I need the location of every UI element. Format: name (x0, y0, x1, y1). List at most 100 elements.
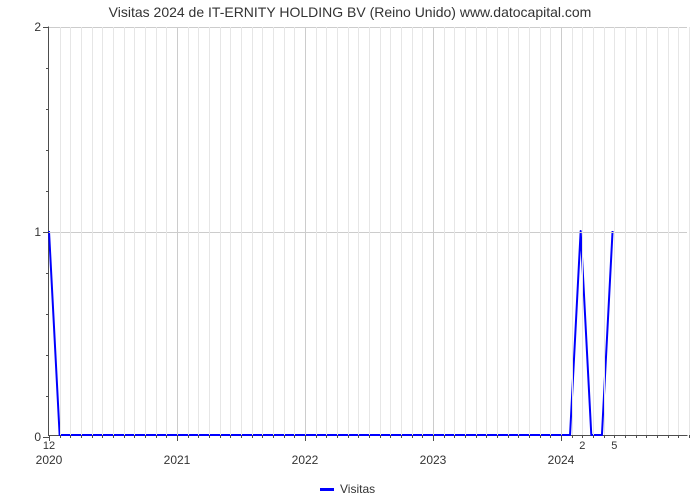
x-gridline-minor (337, 27, 338, 435)
x-gridline-minor (81, 27, 82, 435)
x-gridline-minor (412, 27, 413, 435)
x-tick-minor (294, 435, 295, 438)
x-gridline-minor (625, 27, 626, 435)
x-tick-minor (198, 435, 199, 438)
x-gridline-minor (550, 27, 551, 435)
x-gridline-minor (262, 27, 263, 435)
y-tick-minor (46, 273, 49, 274)
x-tick-minor (529, 435, 530, 438)
x-tick-minor (550, 435, 551, 438)
x-tick-minor (668, 435, 669, 438)
y-tick-minor (46, 191, 49, 192)
x-gridline-minor (689, 27, 690, 435)
x-tick-minor (518, 435, 519, 438)
x-gridline-minor (401, 27, 402, 435)
x-axis-month-label: 2 (579, 435, 585, 452)
x-gridline-minor (380, 27, 381, 435)
x-tick-minor (166, 435, 167, 438)
x-gridline-minor (294, 27, 295, 435)
x-gridline-minor (134, 27, 135, 435)
x-gridline-minor (518, 27, 519, 435)
x-tick-minor (689, 435, 690, 438)
x-gridline-minor (92, 27, 93, 435)
x-gridline-minor (102, 27, 103, 435)
x-tick-minor (70, 435, 71, 438)
x-tick-minor (124, 435, 125, 438)
x-gridline-minor (486, 27, 487, 435)
x-tick-minor (273, 435, 274, 438)
x-axis-year-label: 2021 (164, 435, 191, 467)
x-gridline-minor (657, 27, 658, 435)
x-tick-minor (209, 435, 210, 438)
y-tick-minor (46, 314, 49, 315)
x-gridline-minor (220, 27, 221, 435)
x-tick-minor (380, 435, 381, 438)
x-tick-minor (156, 435, 157, 438)
x-gridline-minor (497, 27, 498, 435)
x-gridline-minor (465, 27, 466, 435)
legend-label: Visitas (340, 482, 375, 496)
x-gridline-minor (326, 27, 327, 435)
x-gridline-minor (604, 27, 605, 435)
plot-area: 012202020212022202320241225 (48, 26, 688, 436)
chart-title: Visitas 2024 de IT-ERNITY HOLDING BV (Re… (0, 4, 700, 20)
x-gridline (433, 27, 434, 435)
x-tick-minor (92, 435, 93, 438)
x-gridline-minor (156, 27, 157, 435)
x-tick-minor (316, 435, 317, 438)
x-gridline-minor (198, 27, 199, 435)
x-gridline-minor (540, 27, 541, 435)
x-axis-year-label: 2023 (420, 435, 447, 467)
x-gridline-minor (572, 27, 573, 435)
x-tick-minor (604, 435, 605, 438)
x-tick-minor (540, 435, 541, 438)
x-tick-minor (113, 435, 114, 438)
x-tick-minor (412, 435, 413, 438)
x-gridline-minor (188, 27, 189, 435)
x-gridline-minor (636, 27, 637, 435)
x-gridline-minor (241, 27, 242, 435)
legend-swatch (320, 488, 334, 491)
x-gridline-minor (316, 27, 317, 435)
x-tick-minor (358, 435, 359, 438)
x-tick-minor (220, 435, 221, 438)
x-axis-year-label: 2022 (292, 435, 319, 467)
x-tick-minor (252, 435, 253, 438)
x-tick-minor (60, 435, 61, 438)
x-gridline-minor (124, 27, 125, 435)
x-tick-minor (678, 435, 679, 438)
x-gridline-minor (166, 27, 167, 435)
x-tick-minor (230, 435, 231, 438)
x-gridline-minor (454, 27, 455, 435)
x-gridline-minor (390, 27, 391, 435)
x-tick-minor (497, 435, 498, 438)
legend: Visitas (320, 482, 375, 496)
x-axis-month-label: 5 (611, 435, 617, 452)
x-axis-year-label: 2024 (548, 435, 575, 467)
x-gridline-minor (678, 27, 679, 435)
x-tick-minor (81, 435, 82, 438)
x-tick-minor (476, 435, 477, 438)
y-tick-minor (46, 109, 49, 110)
x-tick-minor (241, 435, 242, 438)
x-gridline-minor (582, 27, 583, 435)
x-gridline-minor (369, 27, 370, 435)
x-tick-minor (188, 435, 189, 438)
x-gridline-minor (593, 27, 594, 435)
x-gridline-minor (348, 27, 349, 435)
x-tick-minor (134, 435, 135, 438)
x-tick-minor (486, 435, 487, 438)
x-tick-minor (508, 435, 509, 438)
x-tick-minor (348, 435, 349, 438)
x-tick-minor (390, 435, 391, 438)
x-gridline-minor (284, 27, 285, 435)
x-gridline-minor (614, 27, 615, 435)
x-gridline-minor (529, 27, 530, 435)
x-tick-minor (401, 435, 402, 438)
x-gridline-minor (60, 27, 61, 435)
x-gridline-minor (508, 27, 509, 435)
x-gridline-minor (422, 27, 423, 435)
x-tick-minor (572, 435, 573, 438)
y-tick-minor (46, 355, 49, 356)
x-gridline-minor (113, 27, 114, 435)
